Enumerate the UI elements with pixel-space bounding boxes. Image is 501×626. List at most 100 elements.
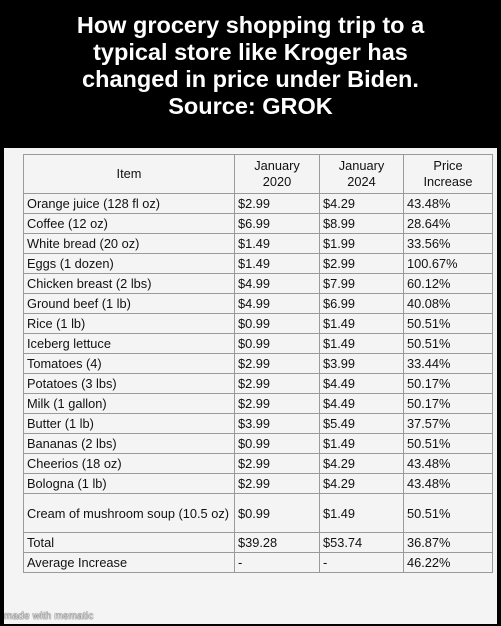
cell-jan-2020: $3.99 [234, 413, 320, 434]
cell-jan-2024: $53.74 [319, 532, 404, 553]
cell-jan-2024: $4.49 [319, 393, 404, 414]
cell-price-increase: 50.51% [403, 313, 493, 334]
cell-jan-2020: $4.99 [234, 293, 320, 314]
table-row: Butter (1 lb) $3.99 $5.49 37.57% [23, 413, 493, 434]
cell-price-increase: 43.48% [403, 453, 493, 474]
table-row: Potatoes (3 lbs) $2.99 $4.49 50.17% [23, 373, 493, 394]
headline-line-1: How grocery shopping trip to a [76, 12, 425, 38]
headline-line-2: typical store like Kroger has [93, 39, 408, 65]
cell-jan-2020: $2.99 [234, 393, 320, 414]
cell-jan-2024: $3.99 [319, 353, 404, 374]
table-row: Ground beef (1 lb) $4.99 $6.99 40.08% [23, 293, 493, 314]
cell-jan-2020: $0.99 [234, 493, 320, 533]
cell-item: Average Increase [23, 552, 235, 573]
cell-price-increase: 50.17% [403, 393, 493, 414]
cell-price-increase: 100.67% [403, 253, 493, 274]
column-header-price-increase: Price Increase [403, 154, 493, 194]
cell-item: Eggs (1 dozen) [23, 253, 235, 274]
cell-jan-2024: $4.29 [319, 453, 404, 474]
table-row: Eggs (1 dozen) $1.49 $2.99 100.67% [23, 253, 493, 274]
cell-jan-2024: $4.29 [319, 473, 404, 494]
cell-item: Cheerios (18 oz) [23, 453, 235, 474]
cell-item: Butter (1 lb) [23, 413, 235, 434]
table-row: Bananas (2 lbs) $0.99 $1.49 50.51% [23, 433, 493, 454]
table-header-row: Item January 2020 January 2024 Price Inc… [23, 154, 493, 194]
price-table: Item January 2020 January 2024 Price Inc… [23, 154, 493, 573]
cell-price-increase: 50.51% [403, 433, 493, 454]
cell-jan-2020: $2.99 [234, 353, 320, 374]
cell-price-increase: 50.17% [403, 373, 493, 394]
cell-jan-2020: $0.99 [234, 313, 320, 334]
cell-item: Iceberg lettuce [23, 333, 235, 354]
column-header-item: Item [23, 154, 235, 194]
cell-jan-2020: $2.99 [234, 193, 320, 214]
table-row: Orange juice (128 fl oz) $2.99 $4.29 43.48% [23, 193, 493, 214]
cell-item: White bread (20 oz) [23, 233, 235, 254]
table-row: Iceberg lettuce $0.99 $1.49 50.51% [23, 333, 493, 354]
cell-item: Ground beef (1 lb) [23, 293, 235, 314]
cell-jan-2024: $1.49 [319, 313, 404, 334]
cell-item: Cream of mushroom soup (10.5 oz) [23, 493, 235, 533]
cell-price-increase: 60.12% [403, 273, 493, 294]
cell-price-increase: 40.08% [403, 293, 493, 314]
table-row: Average Increase - -46.22% [23, 552, 493, 573]
table-row: Milk (1 gallon) $2.99 $4.49 50.17% [23, 393, 493, 414]
cell-jan-2020: $2.99 [234, 473, 320, 494]
table-row: Cheerios (18 oz) $2.99 $4.29 43.48% [23, 453, 493, 474]
cell-jan-2020: $1.49 [234, 233, 320, 254]
cell-jan-2024: $6.99 [319, 293, 404, 314]
cell-item: Chicken breast (2 lbs) [23, 273, 235, 294]
cell-item: Bologna (1 lb) [23, 473, 235, 494]
cell-item: Total [23, 532, 235, 553]
table-body: Orange juice (128 fl oz) $2.99 $4.29 43.48%… [23, 193, 493, 573]
table-row: Total $39.28 $53.74 36.87% [23, 532, 493, 553]
cell-price-increase: 33.44% [403, 353, 493, 374]
cell-jan-2024: $7.99 [319, 273, 404, 294]
cell-jan-2024: $5.49 [319, 413, 404, 434]
table-panel: Item January 2020 January 2024 Price Inc… [4, 148, 497, 624]
cell-jan-2024: $8.99 [319, 213, 404, 234]
table-row: Rice (1 lb) $0.99 $1.49 50.51% [23, 313, 493, 334]
cell-jan-2024: $4.49 [319, 373, 404, 394]
column-header-jan-2024: January 2024 [319, 154, 404, 194]
cell-jan-2024: $1.49 [319, 433, 404, 454]
cell-item: Milk (1 gallon) [23, 393, 235, 414]
cell-jan-2020: $2.99 [234, 373, 320, 394]
cell-item: Potatoes (3 lbs) [23, 373, 235, 394]
cell-price-increase: 33.56% [403, 233, 493, 254]
cell-jan-2020: $1.49 [234, 253, 320, 274]
table-row: White bread (20 oz) $1.49 $1.99 33.56% [23, 233, 493, 254]
cell-jan-2020: $4.99 [234, 273, 320, 294]
cell-price-increase: 50.51% [403, 333, 493, 354]
cell-jan-2024: $1.49 [319, 493, 404, 533]
cell-jan-2024: $1.49 [319, 333, 404, 354]
column-header-jan-2020: January 2020 [234, 154, 320, 194]
cell-jan-2020: $0.99 [234, 433, 320, 454]
cell-price-increase: 36.87% [403, 532, 493, 553]
table-row: Bologna (1 lb) $2.99 $4.29 43.48% [23, 473, 493, 494]
cell-item: Tomatoes (4) [23, 353, 235, 374]
headline: How grocery shopping trip to a typical s… [0, 0, 501, 148]
table-row: Chicken breast (2 lbs) $4.99 $7.99 60.12% [23, 273, 493, 294]
cell-jan-2020: $6.99 [234, 213, 320, 234]
cell-jan-2020: - [234, 552, 320, 573]
cell-jan-2020: $0.99 [234, 333, 320, 354]
cell-jan-2024: $2.99 [319, 253, 404, 274]
cell-jan-2020: $39.28 [234, 532, 320, 553]
headline-line-3: changed in price under Biden. [82, 66, 419, 92]
table-row: Tomatoes (4) $2.99 $3.99 33.44% [23, 353, 493, 374]
cell-jan-2024: $4.29 [319, 193, 404, 214]
cell-price-increase: 50.51% [403, 493, 493, 533]
cell-price-increase: 46.22% [403, 552, 493, 573]
cell-item: Coffee (12 oz) [23, 213, 235, 234]
cell-item: Rice (1 lb) [23, 313, 235, 334]
cell-item: Orange juice (128 fl oz) [23, 193, 235, 214]
cell-price-increase: 37.57% [403, 413, 493, 434]
table-row: Cream of mushroom soup (10.5 oz) $0.99 $1.… [23, 493, 493, 533]
cell-jan-2024: $1.99 [319, 233, 404, 254]
cell-price-increase: 28.64% [403, 213, 493, 234]
cell-jan-2024: - [319, 552, 404, 573]
headline-source: Source: GROK [168, 93, 333, 119]
watermark: made with mematic [4, 611, 94, 622]
table-row: Coffee (12 oz) $6.99 $8.99 28.64% [23, 213, 493, 234]
